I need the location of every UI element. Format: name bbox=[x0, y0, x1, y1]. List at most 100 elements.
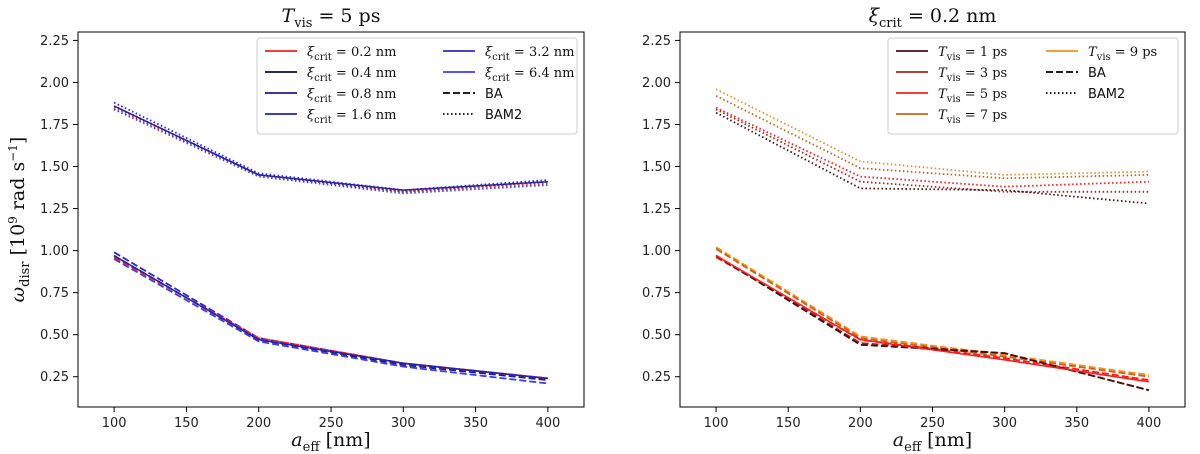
legend-label-part: = 6.4 nm bbox=[510, 66, 575, 81]
legend-label-part: = 1 ps bbox=[961, 45, 1008, 60]
legend-label: BA bbox=[485, 87, 503, 102]
legend-label: ξcrit = 3.2 nm bbox=[485, 45, 574, 63]
legend-label-part: = 7 ps bbox=[961, 108, 1008, 123]
x-tick-label: 150 bbox=[776, 416, 801, 431]
legend-label: ξcrit = 0.8 nm bbox=[307, 87, 396, 105]
legend-label-part: vis bbox=[946, 52, 961, 63]
x-axis-label: aeff [nm] bbox=[291, 429, 370, 454]
y-tick-label: 1.25 bbox=[40, 202, 69, 217]
y-tick-label: 2.00 bbox=[642, 76, 671, 91]
series-line bbox=[113, 258, 549, 385]
legend-label-part: ξ bbox=[307, 87, 315, 102]
y-tick-label: 2.25 bbox=[40, 34, 69, 49]
y-tick-label: 0.75 bbox=[40, 286, 69, 301]
y-tick-label: 1.75 bbox=[40, 118, 69, 133]
legend-label: Tvis = 1 ps bbox=[938, 45, 1007, 63]
legend-label: Tvis = 5 ps bbox=[938, 87, 1007, 105]
x-tick-label: 400 bbox=[535, 416, 560, 431]
legend-label-part: vis bbox=[946, 115, 961, 126]
legend-label-part: ξ bbox=[307, 45, 315, 60]
chart-title-part: T bbox=[282, 5, 296, 27]
y-tick-label: 1.00 bbox=[40, 244, 69, 259]
series-line bbox=[715, 106, 1149, 188]
x-tick-label: 350 bbox=[1064, 416, 1089, 431]
legend-label-part: ξ bbox=[485, 66, 493, 81]
y-axis-label-part: 9 bbox=[6, 216, 20, 224]
legend-label-part: = 5 ps bbox=[961, 87, 1008, 102]
x-tick-label: 150 bbox=[174, 416, 199, 431]
x-axis-label-part: eff bbox=[904, 440, 923, 454]
y-tick-label: 1.50 bbox=[642, 160, 671, 175]
legend-label-part: crit bbox=[314, 94, 332, 105]
legend-label: ξcrit = 6.4 nm bbox=[485, 66, 574, 84]
x-tick-label: 350 bbox=[463, 416, 488, 431]
left-chart-panel: 100 150 200 250 300 350 400 0.25 0.50 0.75 1.00 1.2… bbox=[6, 5, 585, 454]
y-tick-label: 0.25 bbox=[40, 370, 69, 385]
legend-label: ξcrit = 1.6 nm bbox=[307, 108, 396, 126]
legend-label: Tvis = 3 ps bbox=[938, 66, 1007, 84]
legend-label: BAM2 bbox=[485, 108, 522, 123]
series-line bbox=[715, 248, 1150, 378]
legend-label: Tvis = 7 ps bbox=[938, 108, 1007, 126]
y-axis-label: ωdisr [109 rad s−1] bbox=[6, 137, 33, 303]
x-axis-label-part: a bbox=[893, 429, 904, 451]
x-tick-label: 250 bbox=[920, 416, 945, 431]
y-tick-label: 2.00 bbox=[40, 76, 69, 91]
series-line bbox=[113, 108, 548, 195]
legend-label: ξcrit = 0.4 nm bbox=[307, 66, 396, 84]
x-axis-label-part: [nm] bbox=[320, 429, 371, 451]
legend-label-part: = 3 ps bbox=[961, 66, 1008, 81]
x-tick-label: 100 bbox=[704, 416, 729, 431]
y-tick-label: 1.00 bbox=[642, 244, 671, 259]
y-tick-label: 1.75 bbox=[642, 118, 671, 133]
series-line bbox=[113, 254, 548, 381]
y-axis-label-part: [10 bbox=[7, 224, 29, 262]
legend-label-part: = 3.2 nm bbox=[510, 45, 575, 60]
legend-label: BAM2 bbox=[1088, 87, 1125, 102]
legend-label-part: = 0.2 nm bbox=[332, 45, 397, 60]
legend-label-part: = 0.4 nm bbox=[332, 66, 397, 81]
series-line bbox=[715, 255, 1150, 383]
legend-label: BA bbox=[1088, 66, 1106, 81]
legend-label-part: crit bbox=[492, 52, 510, 63]
y-axis-label-part: rad s bbox=[7, 162, 29, 216]
y-tick-label: 1.25 bbox=[642, 202, 671, 217]
y-tick-label: 2.25 bbox=[642, 34, 671, 49]
legend-label-part: crit bbox=[314, 73, 332, 84]
y-axis-label-group: ωdisr [109 rad s−1] bbox=[6, 137, 33, 303]
x-tick-label: 200 bbox=[848, 416, 873, 431]
chart-title-part: ξ bbox=[869, 5, 881, 27]
series-line bbox=[113, 101, 548, 192]
series-line bbox=[715, 108, 1149, 193]
chart-title-part: = 5 ps bbox=[312, 5, 380, 27]
x-tick-label: 250 bbox=[319, 416, 344, 431]
x-axis-label-part: a bbox=[291, 429, 302, 451]
series-line bbox=[113, 256, 548, 380]
legend-label-part: T bbox=[938, 108, 948, 123]
x-axis-label: aeff [nm] bbox=[893, 429, 972, 454]
x-tick-label: 100 bbox=[102, 416, 127, 431]
chart-title-part: vis bbox=[293, 16, 312, 31]
x-tick-label: 300 bbox=[391, 416, 416, 431]
series-line bbox=[715, 111, 1149, 205]
legend-label-part: crit bbox=[314, 115, 332, 126]
legend-label-part: = 0.8 nm bbox=[332, 87, 397, 102]
legend-box bbox=[887, 37, 1179, 135]
legend-label-part: = 9 ps bbox=[1111, 45, 1158, 60]
legend-label-part: T bbox=[938, 87, 948, 102]
series-line bbox=[113, 251, 548, 380]
legend-label: ξcrit = 0.2 nm bbox=[307, 45, 396, 63]
series-line bbox=[113, 106, 548, 193]
y-tick-label: 0.25 bbox=[642, 370, 671, 385]
y-axis-label-part: −1 bbox=[6, 144, 20, 162]
series-line bbox=[715, 256, 1150, 381]
legend-label-part: ξ bbox=[307, 66, 315, 81]
y-tick-label: 0.50 bbox=[40, 328, 69, 343]
legend-label-part: T bbox=[1088, 45, 1098, 60]
chart-title: ξcrit = 0.2 nm bbox=[869, 5, 997, 31]
legend-label-part: crit bbox=[492, 73, 510, 84]
right-chart-panel: 100 150 200 250 300 350 400 0.25 0.50 0.75 1.00 1.2… bbox=[642, 5, 1186, 454]
series-line bbox=[715, 88, 1149, 176]
